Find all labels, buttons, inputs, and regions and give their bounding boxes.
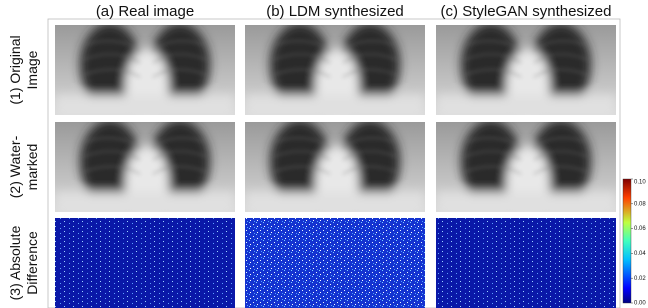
difference-map [245,218,425,308]
row-label: (3) Absolute [7,225,23,300]
xray-image [55,120,235,222]
colorbar-tick-label: 0.02 [634,276,646,282]
colorbar-tick-label: 0.06 [634,226,646,232]
column-header: (b) LDM synthesized [266,3,404,20]
colorbar-tick-label: 0.00 [634,301,646,307]
row-label: Difference [24,231,40,295]
xray-image [245,23,425,125]
colorbar-tick-label: 0.04 [634,251,646,257]
column-header: (a) Real image [96,3,194,20]
image-grid [55,23,616,308]
xray-image [245,120,425,222]
row-label: (1) Original [7,35,23,104]
xray-image [436,120,616,222]
xray-image [55,23,235,125]
difference-map [55,218,235,308]
colorbar-tick-label: 0.08 [634,201,646,207]
difference-map [436,218,616,308]
row-label: (2) Water- [7,135,23,198]
figure: (a) Real image (b) LDM synthesized (c) Sty… [0,0,648,308]
row-label: marked [24,144,40,191]
xray-image [436,23,616,125]
colorbar [623,179,631,303]
colorbar-tick-label: 0.10 [634,180,646,186]
column-header: (c) StyleGAN synthesized [441,3,612,20]
row-label: Image [24,50,40,89]
